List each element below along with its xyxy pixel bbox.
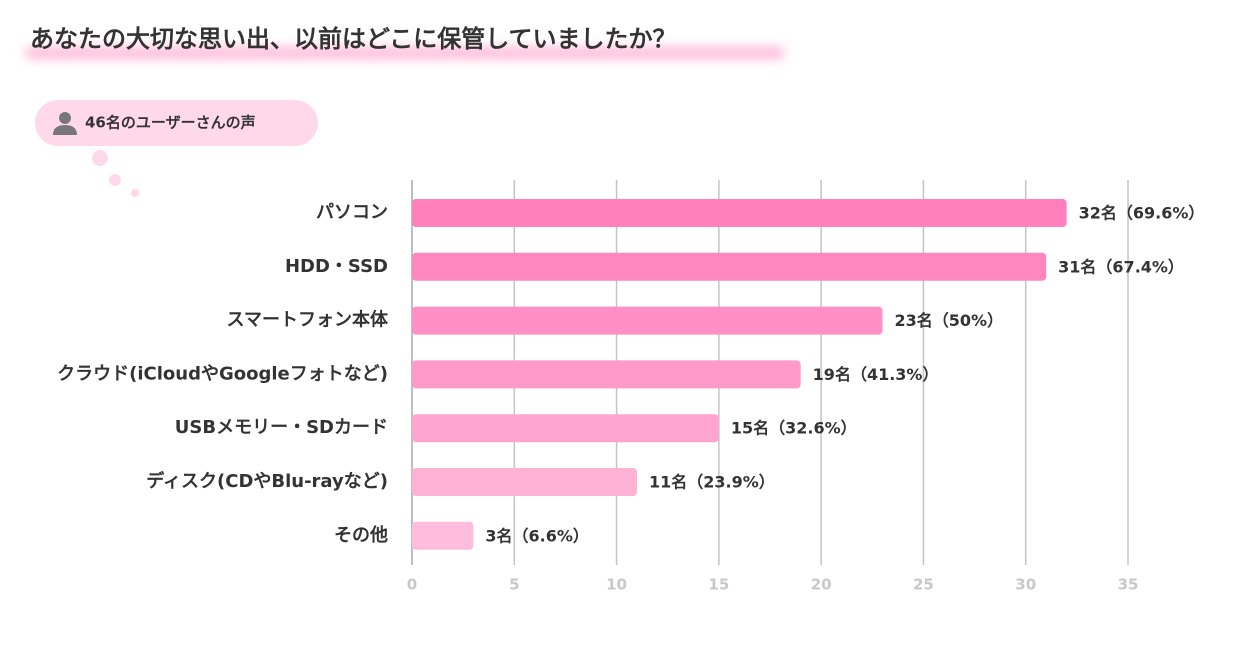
x-tick-label: 35	[1118, 576, 1139, 594]
chart-title: あなたの大切な思い出、以前はどこに保管していましたか？	[30, 25, 677, 53]
x-tick-label: 5	[509, 576, 519, 594]
y-tick-label: USBメモリー・SDカード	[175, 417, 388, 438]
y-tick-label: クラウド(iCloudやGoogleフォトなど)	[57, 363, 388, 384]
value-label: 15名（32.6%）	[731, 419, 857, 438]
x-tick-label: 15	[708, 576, 729, 594]
bubble-dot	[131, 189, 139, 197]
y-tick-label: スマートフォン本体	[227, 309, 389, 331]
badge	[35, 100, 318, 146]
bar	[412, 199, 1067, 227]
bar	[412, 521, 474, 550]
value-label: 23名（50%）	[895, 311, 1004, 330]
title-highlight	[25, 46, 785, 60]
value-label: 3名（6.6%）	[485, 526, 589, 545]
x-tick-label: 20	[811, 576, 832, 594]
x-tick-label: 25	[913, 576, 934, 594]
y-tick-label: ディスク(CDやBlu-rayなど)	[146, 470, 388, 492]
bar	[412, 414, 719, 443]
bar	[412, 468, 638, 496]
x-tick-label: 30	[1015, 576, 1036, 594]
user-icon	[53, 112, 77, 135]
y-tick-label: HDD・SSD	[285, 256, 388, 277]
bubble-dot	[92, 150, 108, 166]
value-label: 31名（67.4%）	[1058, 257, 1184, 276]
bar	[412, 252, 1047, 281]
y-tick-label: その他	[334, 524, 388, 546]
bar	[412, 360, 801, 389]
value-label: 32名（69.6%）	[1079, 204, 1205, 223]
value-label: 19名（41.3%）	[813, 365, 939, 384]
y-tick-label: パソコン	[316, 202, 388, 223]
x-tick-label: 10	[606, 576, 627, 594]
value-label: 11名（23.9%）	[649, 473, 775, 492]
bubble-dot	[109, 174, 121, 186]
bar	[412, 306, 883, 335]
x-tick-label: 0	[407, 576, 417, 594]
badge-text: 46名のユーザーさんの声	[85, 114, 256, 132]
